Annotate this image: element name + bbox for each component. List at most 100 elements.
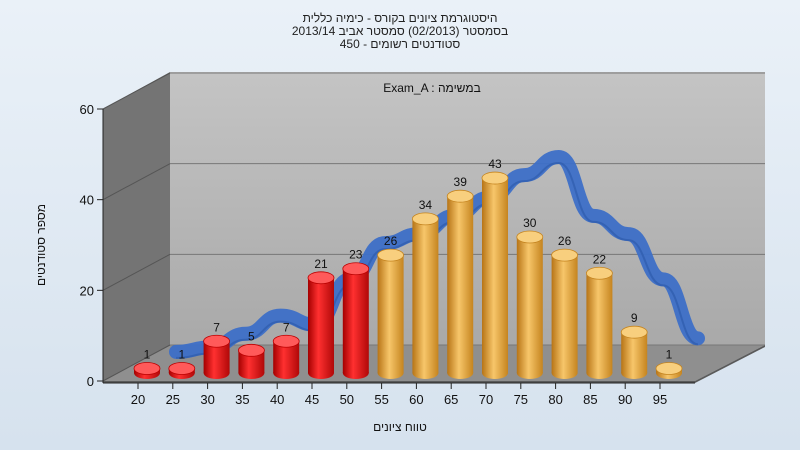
bar-body [342, 268, 369, 373]
bar-top [342, 262, 370, 276]
data-label: 26 [384, 234, 398, 248]
x-tick-label: 20 [131, 392, 145, 407]
bar-top [586, 266, 613, 280]
bar-base [273, 367, 300, 379]
bar-top [237, 343, 265, 357]
bar-25 [168, 362, 196, 379]
bar-60 [411, 212, 439, 379]
x-axis-label: טווח ציונים [373, 420, 427, 434]
bar-body [586, 273, 613, 373]
bar-body [551, 255, 578, 373]
x-tick-label: 45 [305, 392, 319, 407]
grid-line-side [102, 163, 171, 201]
chart-title-line-3: 450 - סטודנטים רשומים [340, 37, 461, 51]
bar-top [551, 248, 578, 262]
bar-65 [446, 189, 474, 379]
bar-top [411, 212, 439, 226]
x-tick-label: 65 [444, 392, 458, 407]
chart-side-wall [103, 72, 170, 381]
data-label: 30 [523, 216, 537, 230]
bar-70 [481, 171, 509, 379]
bar-45 [307, 271, 335, 379]
bar-90 [620, 325, 648, 379]
bar-top [446, 189, 474, 203]
y-axis-label: מספר סטודנטים [34, 204, 48, 286]
bar-body [516, 237, 543, 373]
bar-base [482, 367, 508, 379]
data-label: 1 [666, 347, 673, 361]
data-label: 21 [314, 257, 328, 271]
x-tick-label: 40 [270, 392, 284, 407]
bar-base [342, 367, 369, 379]
bars [133, 171, 683, 379]
bar-80 [551, 248, 578, 379]
bar-top [516, 230, 544, 244]
legend-label: Exam_A : במשימה [383, 81, 481, 95]
bar-body [377, 255, 404, 373]
bar-body [621, 332, 648, 373]
bar-body [308, 277, 334, 373]
x-tick-label: 95 [653, 392, 667, 407]
bar-base [586, 367, 613, 379]
bar-top [620, 325, 648, 339]
x-tick-label: 60 [409, 392, 423, 407]
x-tick-label: 50 [340, 392, 354, 407]
chart-title-line-2: בסמסטר (02/2013) סמסטר אביב 2013/14 [292, 24, 508, 38]
bar-base [238, 367, 265, 379]
bar-body [412, 218, 439, 373]
bar-95 [655, 362, 683, 379]
x-tick-label: 90 [618, 392, 632, 407]
bar-body [238, 350, 265, 373]
x-tick-label: 25 [166, 392, 180, 407]
data-label: 26 [558, 234, 572, 248]
bar-top [272, 334, 300, 348]
data-label: 39 [454, 175, 468, 189]
data-label: 7 [213, 320, 220, 334]
bar-50 [342, 262, 370, 379]
x-tick-label: 75 [514, 392, 528, 407]
bar-base [308, 367, 334, 379]
data-label: 5 [248, 329, 255, 343]
data-label: 1 [144, 347, 151, 361]
bar-body [447, 196, 474, 373]
x-tick-label: 85 [583, 392, 597, 407]
bar-40 [272, 334, 300, 379]
x-tick-label: 70 [479, 392, 493, 407]
axes: 0 20 40 60 [80, 102, 695, 389]
curve-shadow [175, 161, 699, 359]
bar-20 [133, 362, 161, 379]
bar-30 [203, 334, 231, 379]
bar-35 [237, 343, 265, 379]
bar-55 [377, 248, 405, 379]
x-tick-label: 80 [548, 392, 562, 407]
curve-ribbon [169, 149, 705, 359]
bar-body [482, 178, 508, 373]
data-labels: 1 1 7 5 7 21 23 26 34 39 43 30 26 22 9 1 [144, 157, 673, 361]
bar-top [377, 248, 405, 262]
x-tick-label: 35 [235, 392, 249, 407]
bar-top [133, 362, 161, 375]
bar-base [203, 367, 230, 379]
chart-floor-right-edge [695, 345, 765, 383]
bar-base [447, 367, 474, 379]
y-tick-label: 20 [80, 283, 94, 298]
y-tick-label: 0 [87, 374, 94, 389]
data-label: 23 [349, 248, 363, 262]
chart-title-line-1: היסטוגרמת ציונים בקורס - כימיה כללית [303, 11, 498, 25]
x-tick-label: 55 [374, 392, 388, 407]
data-label: 34 [419, 198, 433, 212]
data-label: 7 [283, 320, 290, 334]
grid-line-side [102, 72, 171, 110]
y-tick-label: 60 [80, 102, 94, 117]
bar-75 [516, 230, 544, 379]
bar-top [203, 334, 231, 348]
x-tick-labels: 20 25 30 35 40 45 50 55 60 65 70 75 80 85 90 95 [131, 383, 667, 407]
data-label: 1 [178, 347, 185, 361]
data-label: 43 [488, 157, 502, 171]
x-tick-label: 30 [200, 392, 214, 407]
bar-base [621, 367, 648, 379]
bar-base [377, 367, 404, 379]
bar-base [412, 367, 439, 379]
